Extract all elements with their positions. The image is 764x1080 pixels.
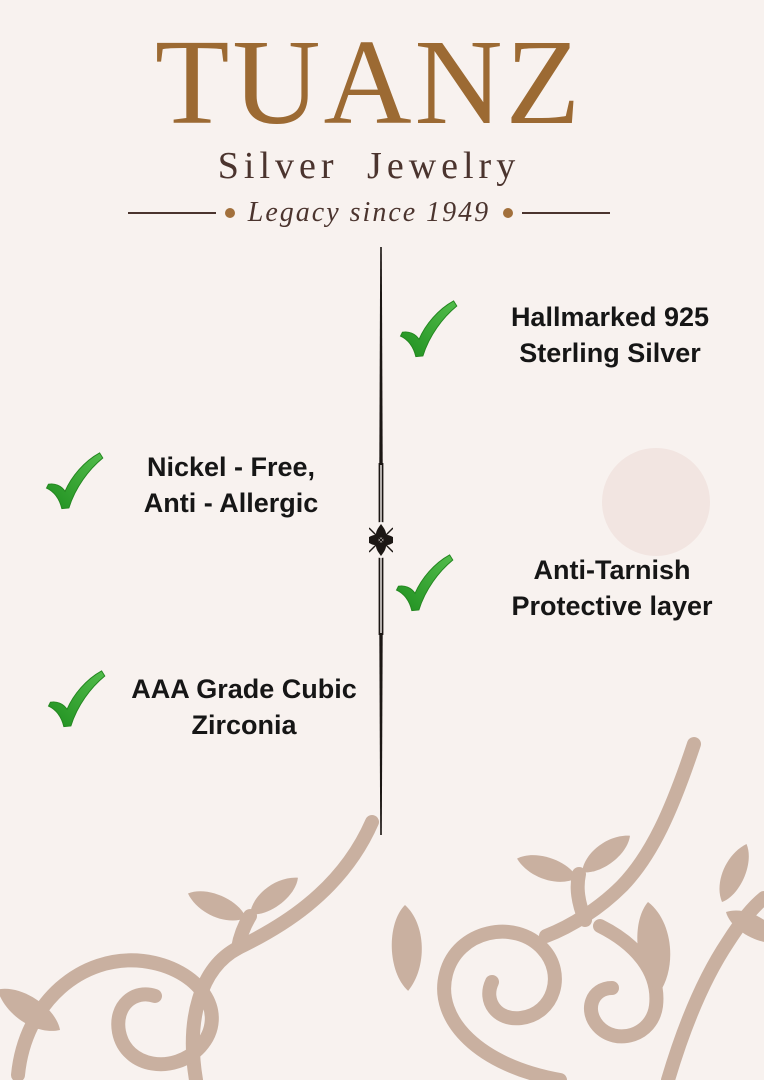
floral-swirl-decoration xyxy=(0,737,764,1080)
decorative-circle xyxy=(602,448,710,556)
feature-text: Nickel - Free, Anti - Allergic xyxy=(86,449,376,521)
feature-text-line: Zirconia xyxy=(191,710,297,740)
feature-text: AAA Grade Cubic Zirconia xyxy=(99,671,389,743)
brand-subtitle: Silver Jewelry xyxy=(217,145,521,187)
feature-text: Anti-Tarnish Protective layer xyxy=(467,552,757,624)
check-icon xyxy=(396,554,454,612)
tagline-rule-left xyxy=(127,211,216,214)
check-icon xyxy=(400,300,458,358)
feature-text-line: Nickel - Free, xyxy=(146,452,316,482)
tagline-row: Legacy since 1949 xyxy=(0,197,751,229)
tagline-rule-right xyxy=(522,211,611,214)
feature-text-line: AAA Grade Cubic xyxy=(131,674,357,704)
vertical-divider xyxy=(369,247,393,835)
feature-text-line: Protective layer xyxy=(511,591,713,621)
tagline-bullet-right-icon xyxy=(503,207,514,218)
feature-text-line: Anti-Tarnish xyxy=(533,555,691,585)
fleuron-cross-icon xyxy=(369,524,393,556)
feature-text-line: Sterling Silver xyxy=(519,338,701,368)
brand-logo-text: TUANZ xyxy=(154,15,584,150)
feature-text-line: Hallmarked 925 xyxy=(510,302,710,332)
feature-text: Hallmarked 925 Sterling Silver xyxy=(465,299,755,371)
brand-header: TUANZ Silver Jewelry Legacy since 1949 xyxy=(0,0,751,229)
feature-text-line: Anti - Allergic xyxy=(143,488,319,518)
brand-tagline: Legacy since 1949 xyxy=(247,196,491,228)
tagline-bullet-left-icon xyxy=(224,207,235,218)
